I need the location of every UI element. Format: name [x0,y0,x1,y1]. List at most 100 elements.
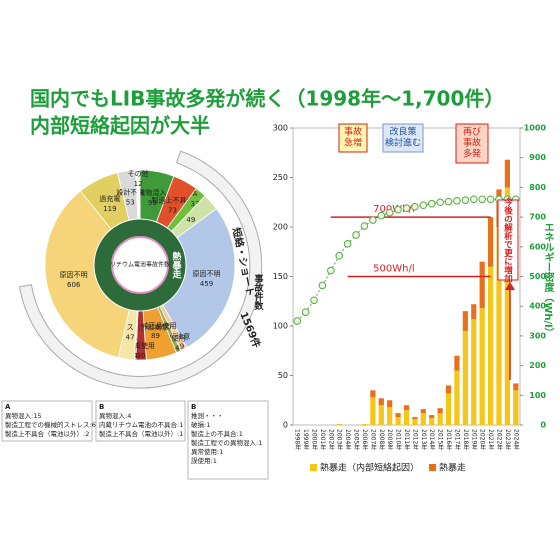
bar [420,413,426,425]
x-tick-label: 2008年 [378,429,385,452]
legend-swatch [429,464,437,471]
y2-tick-label: 600 [529,242,546,251]
x-tick-label: 2009年 [386,429,393,452]
y2-tick-label: 1000 [524,124,547,133]
note-line: 製造工程での機械的ストレス:6 [5,420,96,429]
annotation-text: 検討進む [385,137,421,149]
note-box [187,400,269,480]
slice-value: 119 [103,205,116,213]
x-tick-label: 2011年 [403,429,410,452]
line-point [327,266,335,275]
bar [454,355,460,371]
line-point [369,216,377,224]
arrow-note-box [497,199,519,281]
bar [462,311,468,331]
line-point [453,196,461,205]
slice-value: 459 [200,280,213,288]
slice-label: 過充電 [99,194,120,203]
x-tick-label: 2005年 [353,429,360,452]
x-tick-label: 2021年 [487,429,494,452]
note-line: 破損:1 [191,420,210,429]
annotation-box [455,123,489,164]
bar [361,424,368,425]
y2-tick-label: 200 [529,361,546,370]
bar [445,393,452,425]
y-tick-label: 250 [273,173,288,182]
line-point [301,308,310,316]
bar [420,409,426,414]
line-point [318,281,327,290]
slice-label: B [133,342,138,350]
slice-label: A [193,190,198,198]
slice-label: 設計不良 [116,188,144,197]
slice-label: 原因不明 [193,270,221,278]
line-point [360,222,369,230]
slice-value: 47 [126,333,135,341]
line-point [469,195,478,204]
bar [504,159,510,188]
slice-value: 4 [133,352,138,360]
note-line: 異物混入:15 [5,411,41,420]
ref-label: 500Wh/l [373,264,414,275]
bar [403,405,410,411]
y2-tick-label: 100 [529,391,546,400]
note-line: 製造工程での異物混入:1 [191,438,262,447]
x-tick-label: 2003年 [336,429,343,452]
slice-label: 不注意 [169,331,190,340]
bar [496,227,502,425]
y-tick-label: 50 [278,371,288,380]
annotation-text: 事故 [463,137,481,149]
line-point [427,199,436,208]
note-line: 製造上不具合（電池以外）:2 [5,429,89,438]
line-point [411,202,419,211]
slice-label: 廃棄使用 [127,341,155,350]
note-title: B [191,403,196,411]
pie-slice [44,190,141,358]
bar [412,419,418,425]
x-tick-label: 2023年 [504,429,511,452]
note-box [95,400,186,442]
note-title: B [99,403,104,411]
bar [370,397,376,425]
y-tick-label: 0 [283,421,288,430]
slice-label: 誤使用 [165,334,186,343]
bar [513,390,519,425]
x-tick-label: 2012年 [411,429,418,452]
line-point [343,240,352,248]
slice-label: その他 [128,169,149,178]
line-point [394,205,402,214]
slice-label: 異物混入 [138,188,166,197]
bar [403,410,410,425]
note-box [1,400,93,442]
bar [437,413,443,425]
x-tick-label: 2016年 [445,429,452,452]
y-tick-label: 300 [273,124,288,133]
line-point [419,201,428,210]
y-tick-label: 150 [273,272,288,281]
line-point [461,196,470,204]
bar [412,417,418,420]
bar [429,418,435,425]
slice-value: 19 [175,342,184,350]
bar [479,261,485,309]
ref-label: 700Wh/l [373,204,414,215]
y2-tick-label: 0 [540,421,546,430]
line-point [377,211,386,220]
y2-tick-label: 800 [529,183,546,192]
x-tick-label: 2020年 [479,429,486,452]
title: 国内でもLIB事故多発が続く（1998年～1,700件） [30,87,504,111]
annotation-text: 多発 [463,148,481,160]
arrow-head [505,282,515,290]
x-tick-label: 2019年 [470,429,477,452]
arrow-note: 今後の解析で更に増加 [503,197,514,283]
y2-tick-label: 700 [529,213,546,222]
line-point [293,317,302,325]
annotation-text: 改良策 [389,126,416,138]
bar [429,415,435,419]
x-tick-label: 2018年 [462,429,469,452]
slice-value: 30 [136,352,145,360]
note-line: 異常使用:1 [191,447,223,456]
bar [387,400,393,408]
y-tick-label: 200 [273,223,288,232]
x-tick-label: 2004年 [344,429,351,452]
